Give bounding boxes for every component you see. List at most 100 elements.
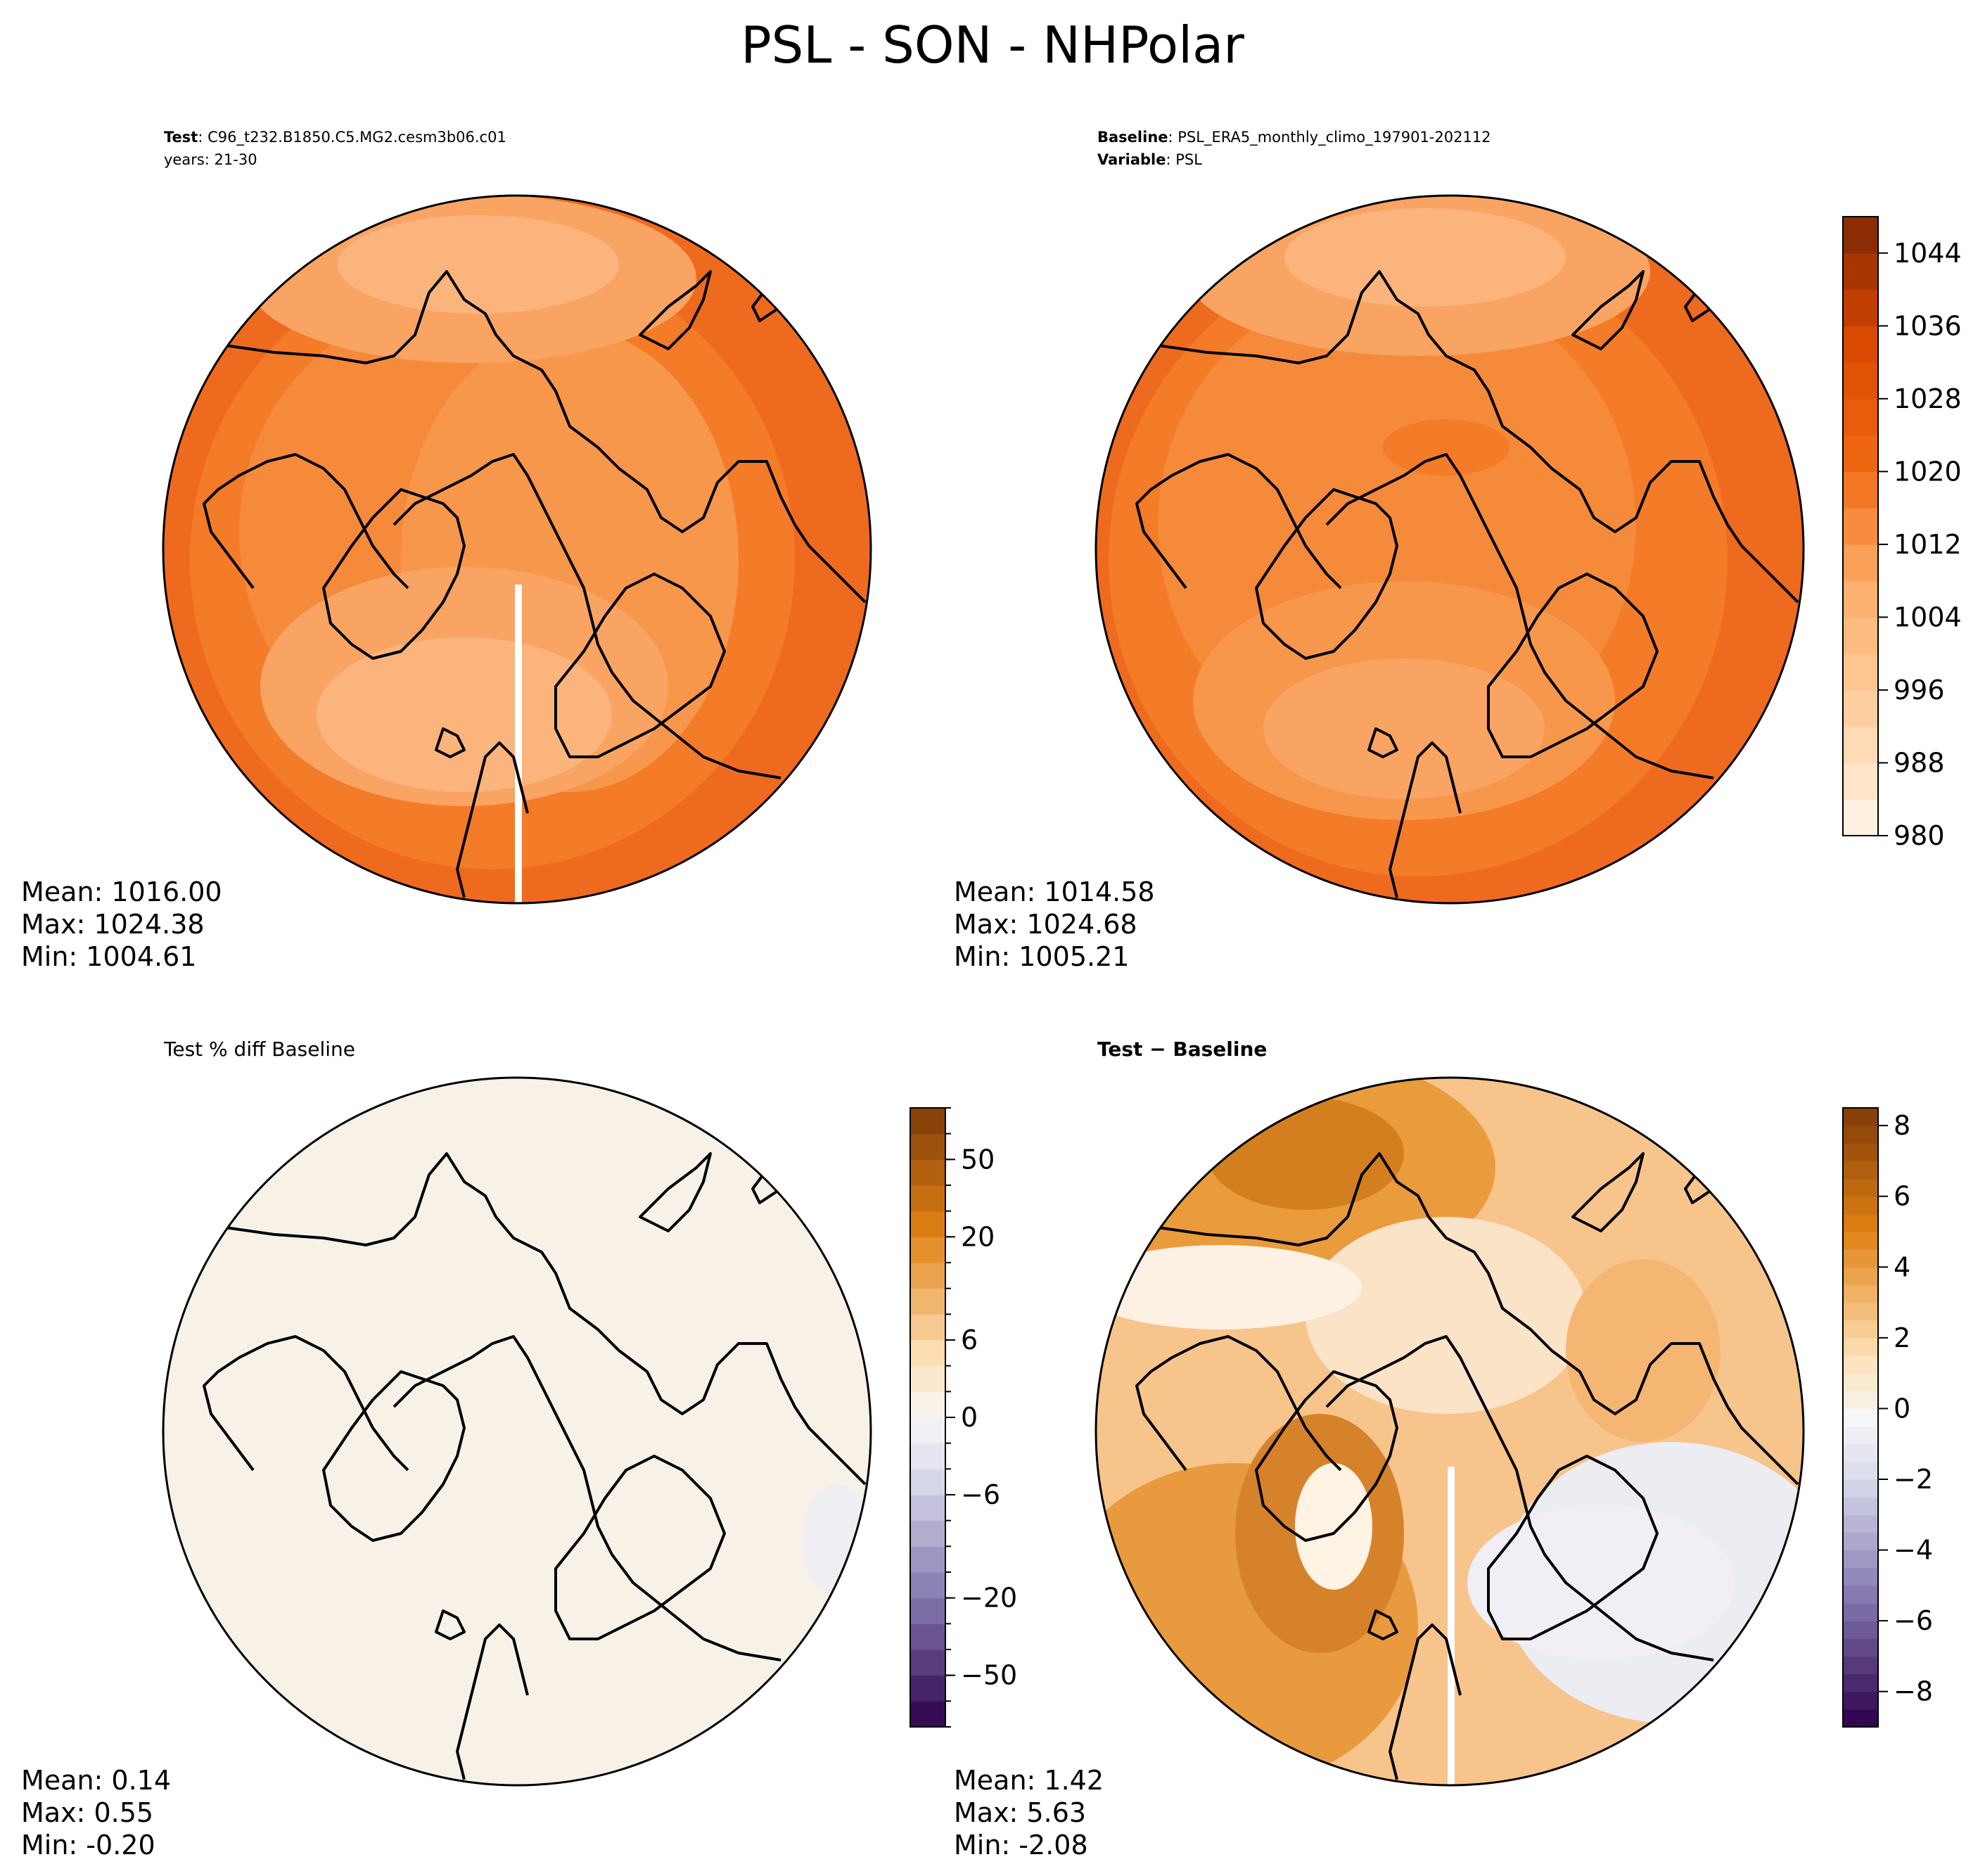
diff-colorbar-bin: [1843, 1656, 1878, 1675]
pctdiff-colorbar-bin: [910, 1572, 945, 1599]
diff-colorbar-bin: [1843, 1673, 1878, 1692]
diff-colorbar-bin: [1843, 1443, 1878, 1462]
pctdiff-colorbar-tick-label: −6: [961, 1479, 1000, 1510]
diff-polar-map: [1094, 1076, 1805, 1787]
pctdiff-colorbar-tick-label: 6: [961, 1325, 978, 1355]
diff-colorbar-bin: [1843, 1479, 1878, 1498]
baseline-polar-map: [1094, 194, 1805, 905]
psl-colorbar-bin: [1843, 398, 1878, 436]
diff-colorbar-bin: [1843, 1585, 1878, 1604]
psl-colorbar-frame: [1842, 216, 1879, 836]
pctdiff-colorbar-bin: [910, 1314, 945, 1341]
pctdiff-colorbar-tick-label: −50: [961, 1660, 1017, 1691]
diff-colorbar-bin: [1843, 1391, 1878, 1410]
diff-colorbar-bin: [1843, 1709, 1878, 1728]
test-stat-mean: Mean: 1016.00: [21, 876, 222, 907]
psl-colorbar-tick-label: 1044: [1894, 238, 1962, 269]
pctdiff-colorbar-bin: [910, 1185, 945, 1212]
baseline-variable-value: : PSL: [1166, 151, 1202, 168]
psl-colorbar-bin: [1843, 799, 1878, 836]
pctdiff-colorbar-bin: [910, 1417, 945, 1444]
diff-colorbar-tick-label: 2: [1894, 1322, 1910, 1353]
diff-colorbar-bin: [1843, 1108, 1878, 1126]
pctdiff-stat-min: Min: -0.20: [21, 1830, 155, 1861]
diff-colorbar: −8 −6 −4 −2 0 2 4 6 8: [1842, 1107, 1933, 1728]
pctdiff-colorbar-bin: [910, 1623, 945, 1650]
pctdiff-colorbar-bin: [910, 1469, 945, 1495]
diff-colorbar-tick-label: −4: [1894, 1535, 1933, 1566]
test-stat-min: Min: 1004.61: [21, 941, 197, 972]
diff-colorbar-tick-label: 8: [1894, 1110, 1910, 1141]
pctdiff-colorbar: −50 −20 −6 0 6 20 50: [909, 1107, 1017, 1728]
pctdiff-colorbar-bin: [910, 1650, 945, 1676]
psl-colorbar-tick-label: 1020: [1894, 456, 1962, 487]
pctdiff-polar-map: [162, 1076, 872, 1787]
test-stats: Mean: 1016.00 Max: 1024.38 Min: 1004.61: [21, 876, 222, 973]
pctdiff-colorbar-bin: [910, 1159, 945, 1186]
diff-colorbar-bin: [1843, 1196, 1878, 1215]
diff-colorbar-bin: [1843, 1532, 1878, 1551]
diff-colorbar-bin: [1843, 1249, 1878, 1268]
diff-colorbar-bin: [1843, 1178, 1878, 1197]
psl-colorbar-bin: [1843, 508, 1878, 545]
psl-colorbar-bin: [1843, 253, 1878, 291]
diff-panel-title: Test − Baseline: [1097, 1038, 1268, 1061]
diff-colorbar-bin: [1843, 1408, 1878, 1427]
diff-colorbar-bin: [1843, 1337, 1878, 1356]
pctdiff-colorbar-bin: [910, 1288, 945, 1315]
diff-stat-min: Min: -2.08: [954, 1830, 1088, 1861]
pctdiff-colorbar-bin: [910, 1443, 945, 1469]
psl-colorbar-bin: [1843, 762, 1878, 800]
diff-colorbar-bin: [1843, 1355, 1878, 1374]
pctdiff-colorbar-bin: [910, 1108, 945, 1135]
pctdiff-colorbar-bin: [910, 1365, 945, 1392]
psl-colorbar-tick-label: 1028: [1894, 383, 1962, 414]
diff-colorbar-bin: [1843, 1567, 1878, 1586]
diff-colorbar-bin: [1843, 1232, 1878, 1250]
psl-colorbar-bin: [1843, 580, 1878, 618]
pctdiff-colorbar-bin: [910, 1597, 945, 1624]
diff-colorbar-bin: [1843, 1143, 1878, 1162]
psl-colorbar-bin: [1843, 435, 1878, 472]
test-header-label: Test: [164, 129, 198, 146]
psl-colorbar-bin: [1843, 471, 1878, 509]
diff-colorbar-tick-label: 0: [1894, 1393, 1910, 1424]
test-stat-max: Max: 1024.38: [21, 909, 205, 940]
figure-title: PSL - SON - NHPolar: [741, 15, 1244, 75]
diff-colorbar-tick-label: 4: [1894, 1251, 1910, 1282]
baseline-header-label: Baseline: [1097, 129, 1168, 146]
test-polar-map: [162, 194, 872, 905]
diff-colorbar-bin: [1843, 1320, 1878, 1339]
diff-colorbar-bin: [1843, 1213, 1878, 1232]
psl-colorbar-bin: [1843, 689, 1878, 727]
baseline-variable-label: Variable: [1097, 151, 1166, 168]
test-panel-header: Test: C96_t232.B1850.C5.MG2.cesm3b06.c01: [164, 127, 506, 148]
diff-colorbar-tick-label: −8: [1894, 1676, 1933, 1707]
baseline-stat-min: Min: 1005.21: [954, 941, 1130, 972]
psl-colorbar-tick-label: 1036: [1894, 310, 1962, 341]
psl-colorbar: 980 988 996 1004 1012 1020 1028 1036 1044: [1842, 216, 1962, 851]
psl-colorbar-tick-label: 1012: [1894, 529, 1962, 560]
diff-colorbar-bin: [1843, 1161, 1878, 1180]
diff-stat-max: Max: 5.63: [954, 1797, 1087, 1828]
diff-colorbar-bin: [1843, 1461, 1878, 1480]
pctdiff-colorbar-bin: [910, 1701, 945, 1728]
diff-colorbar-bin: [1843, 1621, 1878, 1639]
psl-colorbar-tick-label: 996: [1894, 675, 1945, 706]
baseline-stats: Mean: 1014.58 Max: 1024.68 Min: 1005.21: [954, 876, 1155, 973]
pctdiff-colorbar-bin: [910, 1520, 945, 1547]
pctdiff-colorbar-tick-label: −20: [961, 1583, 1017, 1614]
diff-colorbar-frame: [1842, 1107, 1879, 1728]
diff-colorbar-bin: [1843, 1284, 1878, 1303]
baseline-stat-mean: Mean: 1014.58: [954, 876, 1155, 907]
psl-colorbar-bin: [1843, 653, 1878, 691]
pctdiff-colorbar-bin: [910, 1340, 945, 1367]
psl-colorbar-bin: [1843, 326, 1878, 363]
baseline-variable-header: Variable: PSL: [1097, 149, 1202, 170]
pctdiff-stat-max: Max: 0.55: [21, 1797, 154, 1828]
diff-colorbar-bin: [1843, 1691, 1878, 1710]
psl-colorbar-tick-label: 980: [1894, 820, 1945, 851]
psl-colorbar-bin: [1843, 544, 1878, 582]
diff-colorbar-tick-label: −2: [1894, 1464, 1933, 1495]
pctdiff-colorbar-bin: [910, 1391, 945, 1418]
